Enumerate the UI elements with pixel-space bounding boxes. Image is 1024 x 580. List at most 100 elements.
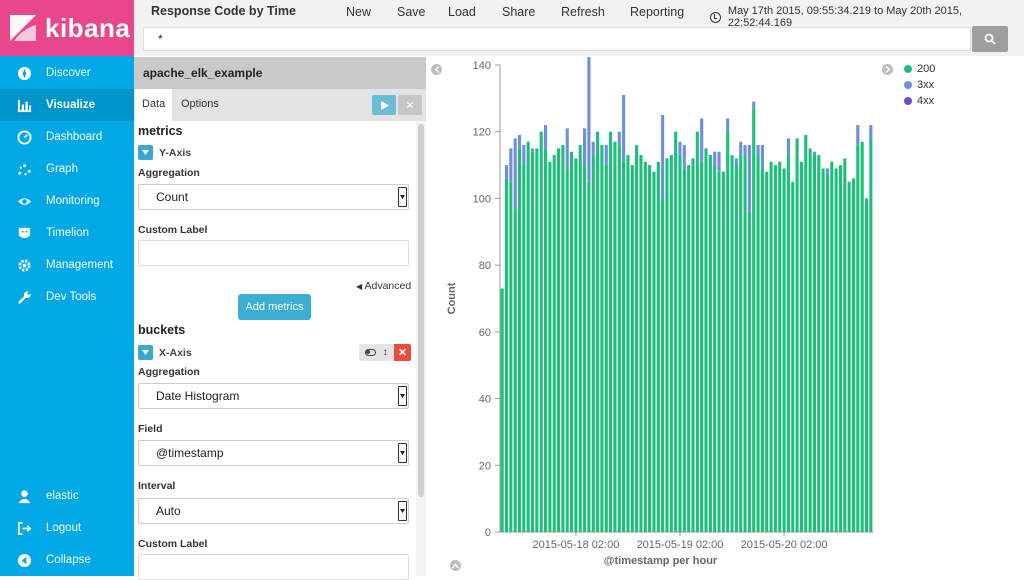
user-icon [16,488,32,504]
x-axis-toggle[interactable] [138,345,153,360]
bar-segment-3xx [530,148,535,152]
chart-area: 0 20 40 60 80 100 120 140 2015-05-18 02:00 2015-0… [426,57,1024,576]
metric-aggregation-select[interactable]: Count [138,184,409,210]
y-axis-toggle[interactable] [138,145,153,160]
nav-item-discover[interactable]: Discover [0,57,134,89]
clock-icon [710,11,721,23]
bar-segment-200 [552,155,556,532]
legend-item-4xx[interactable]: 4xx [904,95,934,107]
top-bar: Response Code by Time New Save Load Shar… [134,0,1024,56]
editor-scrollbar-thumb[interactable] [418,124,424,497]
reorder-icon[interactable]: ↕ [382,347,388,358]
advanced-toggle[interactable]: ◀ Advanced [356,280,411,292]
y-tick-label: 140 [473,60,491,72]
bar-segment-200 [782,168,786,532]
refresh-button[interactable]: Refresh [561,5,605,19]
search-input[interactable]: * [143,27,971,51]
bar-segment-200 [856,145,860,532]
bar-segment-200 [817,155,821,532]
chevron-up-icon [452,562,459,568]
legend-item-200[interactable]: 200 [904,63,935,75]
nav-item-label: Timelion [46,227,90,239]
toggle-legend-button[interactable] [882,64,893,75]
field-select[interactable]: @timestamp [138,440,409,466]
bar-segment-200 [726,131,730,532]
metrics-heading: metrics [138,124,183,138]
bar-segment-200 [609,131,613,532]
tab-data[interactable]: Data [135,89,173,121]
search-icon [984,33,996,45]
select-caret-icon [398,386,407,406]
y-tick-label: 100 [473,193,491,205]
time-range-text: May 17th 2015, 09:55:34.219 to May 20th … [727,5,963,29]
bucket-custom-label-label: Custom Label [138,538,208,550]
apply-changes-button[interactable] [372,95,396,115]
editor-scrollbar[interactable] [416,121,426,576]
nav-item-collapse[interactable]: Collapse [0,544,134,576]
nav-item-logout[interactable]: Logout [0,512,134,544]
gear-icon [16,257,32,273]
bar-segment-3xx [760,145,764,169]
load-button[interactable]: Load [448,5,476,19]
save-button[interactable]: Save [397,5,426,19]
interval-select[interactable]: Auto [138,498,409,524]
y-tick-label: 40 [479,394,491,406]
bar-segment-200 [830,161,834,532]
bar-segment-3xx [522,145,526,166]
bar-segment-3xx [591,141,595,156]
nav-item-graph[interactable]: Graph [0,153,134,185]
nav-item-management[interactable]: Management [0,249,134,281]
nav-item-label: elastic [46,490,79,502]
bar-segment-200 [548,161,552,532]
collapse-icon [16,552,32,568]
toggle-disable-icon[interactable] [365,349,377,356]
bar-segment-200 [674,131,678,532]
bar-segment-200 [570,151,574,532]
nav-item-dashboard[interactable]: Dashboard [0,121,134,153]
metric-custom-label-input[interactable] [138,240,409,266]
new-button[interactable]: New [346,5,372,19]
interval-label: Interval [138,480,176,492]
side-nav: kibana Discover Visualize Dashboard Graph Mo… [0,0,134,576]
discard-changes-button[interactable]: ✕ [398,95,422,115]
legend-item-3xx[interactable]: 3xx [904,79,934,91]
time-picker[interactable]: May 17th 2015, 09:55:34.219 to May 20th … [710,5,1024,29]
bar-segment-200 [739,155,743,532]
nav-item-visualize[interactable]: Visualize [0,89,134,121]
bar-segment-3xx [504,165,509,179]
editor-tabs: Data Options ✕ [134,89,426,121]
bar-segment-200 [691,158,695,532]
bar-segment-200 [678,155,682,532]
bar-segment-3xx [786,138,790,156]
bar-chart-icon [16,97,32,113]
spy-toggle-button[interactable] [450,560,461,571]
add-metrics-button[interactable]: Add metrics [238,294,311,320]
tab-options[interactable]: Options [181,98,219,110]
search-button[interactable] [972,26,1008,52]
remove-aggregation-button[interactable]: ✕ [394,344,411,361]
bar-segment-200 [760,168,764,532]
bar-segment-3xx [587,57,591,182]
nav-item-timelion[interactable]: Timelion [0,217,134,249]
bar-segment-200 [864,198,869,532]
nav-item-label: Visualize [46,99,96,111]
x-axis-agg-header[interactable]: X-Axis [138,345,192,360]
bar-segment-200 [838,165,843,532]
collapse-editor-button[interactable] [431,64,442,75]
bar-segment-200 [587,181,591,532]
bar-segment-200 [648,165,652,532]
bar-segment-200 [652,171,656,532]
nav-item-elastic[interactable]: elastic [0,480,134,512]
share-button[interactable]: Share [502,5,536,19]
bucket-aggregation-select[interactable]: Date Histogram [138,383,409,409]
bar-segment-200 [730,155,734,532]
nav-item-dev-tools[interactable]: Dev Tools [0,281,134,313]
bar-segment-200 [843,158,847,532]
reporting-button[interactable]: Reporting [630,5,685,19]
bar-segment-200 [661,198,665,532]
bucket-custom-label-input[interactable] [138,554,409,580]
nav-item-monitoring[interactable]: Monitoring [0,185,134,217]
kibana-logo[interactable]: kibana [0,0,134,56]
nav-item-label: Dev Tools [46,291,97,303]
y-axis-agg-header[interactable]: Y-Axis [138,145,191,160]
